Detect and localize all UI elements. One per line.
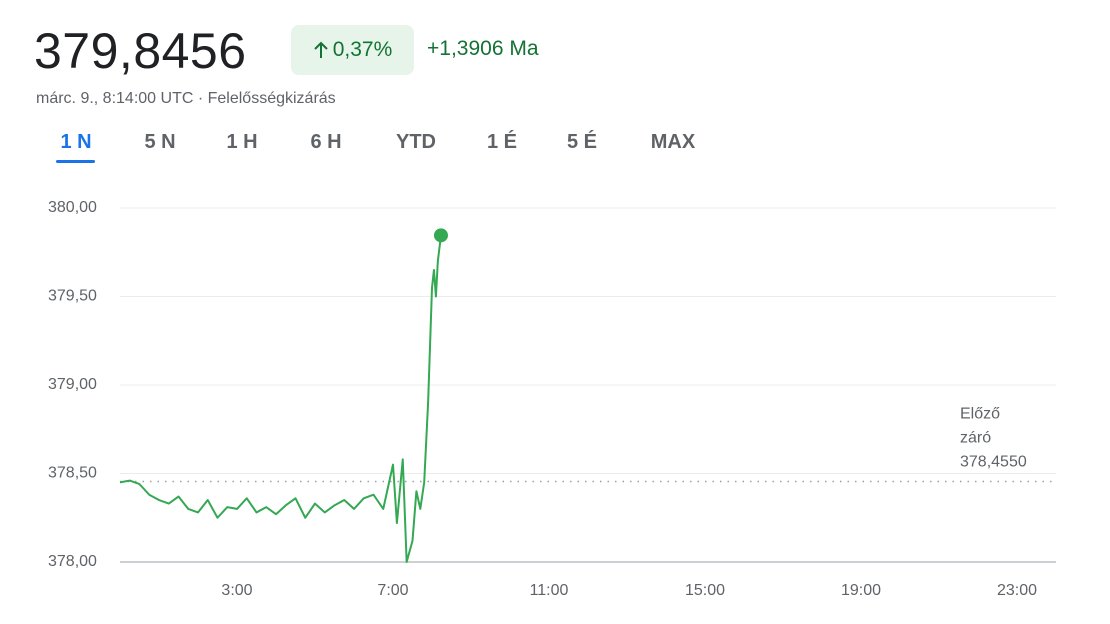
current-price: 379,8456 (34, 23, 247, 79)
x-tick-label: 7:00 (377, 582, 408, 599)
previous-close-caption: záró (960, 430, 991, 447)
range-tab[interactable]: MAX (650, 131, 696, 153)
range-tab[interactable]: 6 H (310, 131, 342, 153)
y-tick-label: 379,50 (48, 288, 97, 305)
price-line (119, 235, 442, 563)
last-point (433, 228, 448, 243)
range-tab[interactable]: YTD (396, 131, 436, 153)
y-tick-label: 378,50 (48, 465, 97, 482)
up-arrow-icon (314, 41, 328, 58)
percent-change: 0,37% (332, 38, 393, 61)
percent-badge: 0,37% (291, 25, 414, 75)
range-tab[interactable]: 5 N (144, 131, 176, 153)
x-tick-label: 15:00 (685, 582, 725, 599)
y-tick-label: 380,00 (48, 199, 97, 216)
timestamp: márc. 9., 8:14:00 UTC · Felelősségkizárá… (36, 90, 336, 107)
x-tick-label: 23:00 (997, 582, 1037, 599)
range-tab[interactable]: 1 H (226, 131, 258, 153)
previous-close-caption: Előző (960, 406, 1000, 423)
y-tick-label: 378,00 (48, 553, 97, 570)
range-tab[interactable]: 1 N (60, 131, 92, 153)
active-tab-indicator (56, 160, 95, 163)
range-tab[interactable]: 5 É (566, 131, 598, 153)
absolute-change: +1,3906 Ma (427, 37, 539, 60)
y-tick-label: 379,00 (48, 376, 97, 393)
previous-close-label: 378,4550 (960, 454, 1027, 471)
x-tick-label: 11:00 (530, 582, 569, 599)
range-tab[interactable]: 1 É (486, 131, 518, 153)
x-tick-label: 3:00 (221, 582, 252, 599)
x-tick-label: 19:00 (841, 582, 881, 599)
